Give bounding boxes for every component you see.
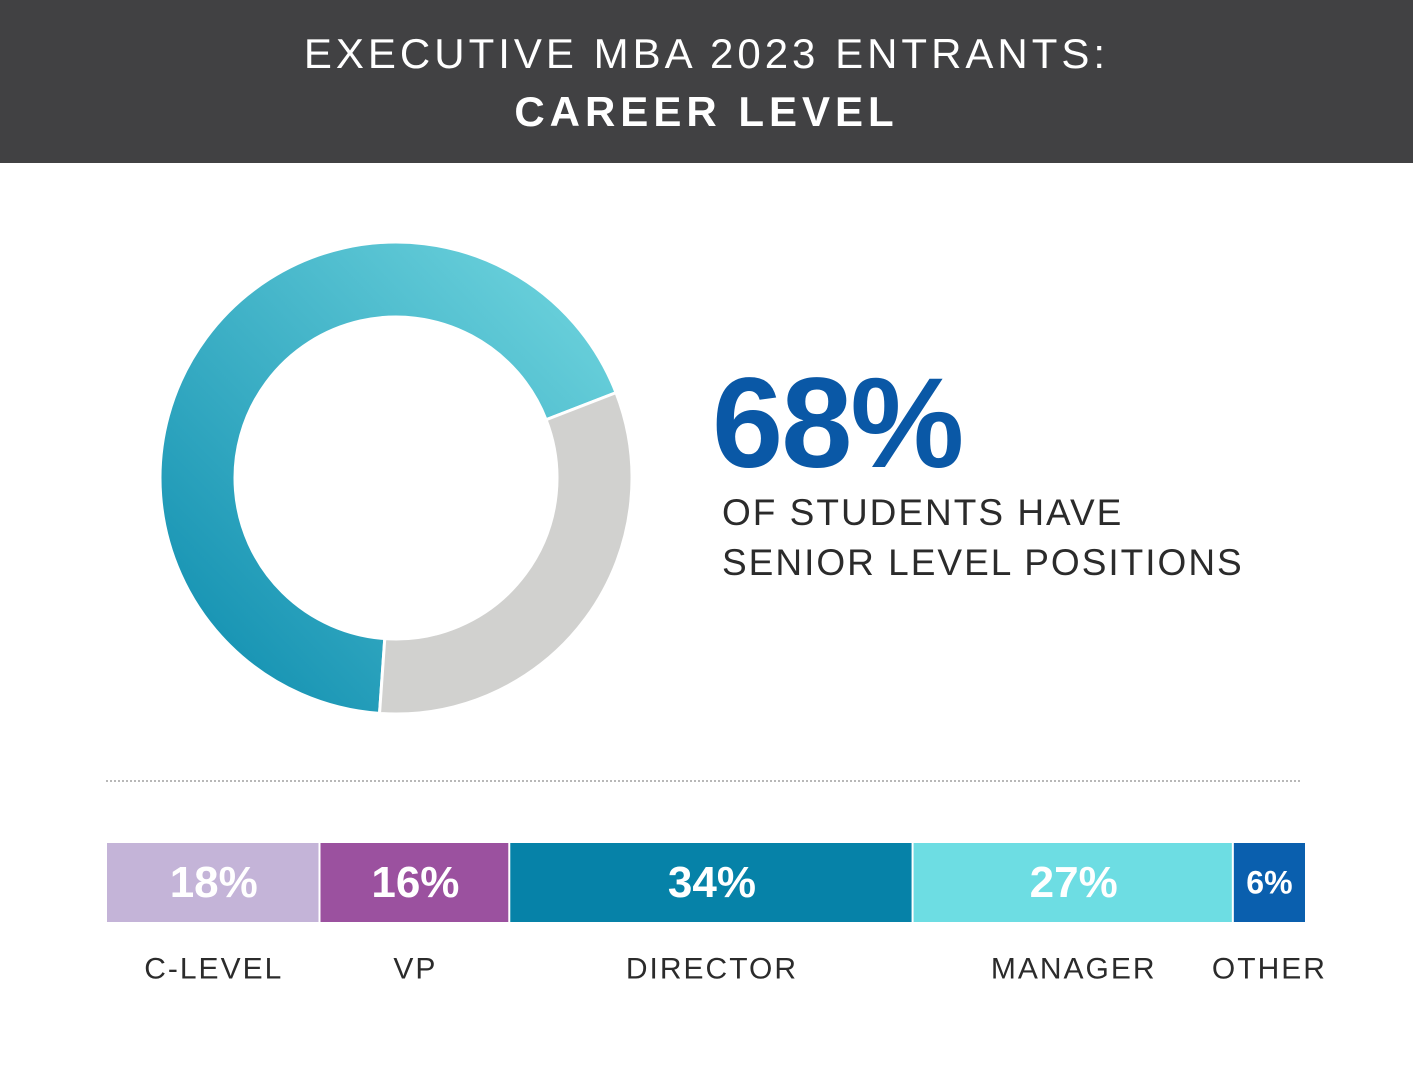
bar-category-label: C-LEVEL	[144, 953, 283, 986]
bar-category-label: VP	[393, 953, 437, 986]
highlight-description: OF STUDENTS HAVE SENIOR LEVEL POSITIONS	[722, 488, 1244, 588]
highlight-stat: 68%	[712, 352, 964, 495]
highlight-description-line2: SENIOR LEVEL POSITIONS	[722, 542, 1244, 583]
bar-segment-c-level	[107, 843, 319, 922]
donut-slice-remainder	[377, 390, 634, 716]
bar-category-label: DIRECTOR	[626, 953, 798, 986]
highlight-description-line1: OF STUDENTS HAVE	[722, 492, 1124, 533]
bar-value-label: 16%	[371, 858, 459, 907]
bar-segment-manager	[913, 843, 1232, 922]
dotted-divider	[106, 780, 1300, 782]
bar-category-label: MANAGER	[991, 953, 1157, 986]
header-banner: EXECUTIVE MBA 2023 ENTRANTS: CAREER LEVE…	[0, 0, 1413, 163]
bar-segment-vp	[320, 843, 509, 922]
bar-value-label: 34%	[668, 858, 756, 907]
bar-segment-other	[1233, 843, 1305, 922]
donut-chart	[158, 240, 634, 716]
header-title-line2: CAREER LEVEL	[514, 88, 899, 135]
bar-value-label: 18%	[170, 858, 258, 907]
bar-value-label: 27%	[1030, 858, 1118, 907]
header-title-line1: EXECUTIVE MBA 2023 ENTRANTS:	[303, 30, 1110, 77]
donut-slice-highlighted	[158, 240, 618, 716]
bar-category-label: OTHER	[1212, 953, 1327, 986]
bar-value-label: 6%	[1246, 865, 1292, 901]
bar-segment-director	[510, 843, 912, 922]
